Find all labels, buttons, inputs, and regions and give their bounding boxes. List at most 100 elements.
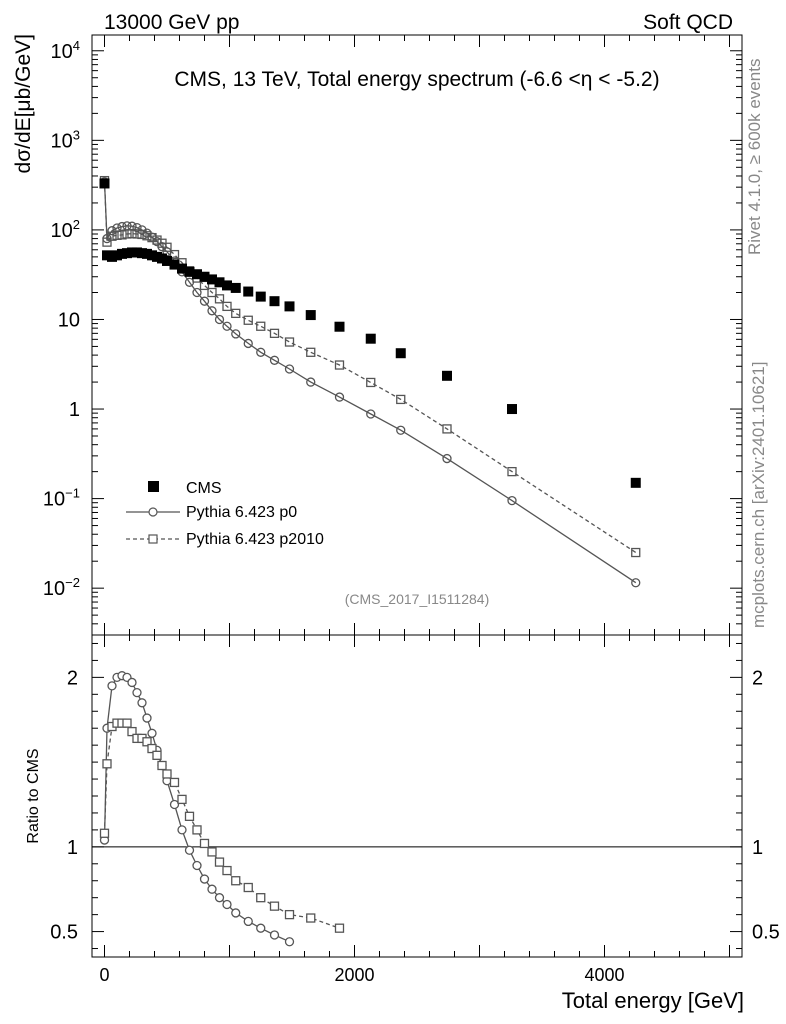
legend-marker-p0 bbox=[148, 507, 158, 517]
p0-point bbox=[334, 392, 345, 402]
plot-title: CMS, 13 TeV, Total energy spectrum (-6.6… bbox=[174, 68, 659, 91]
cms-point bbox=[184, 266, 195, 277]
ratio-p0-point bbox=[214, 893, 225, 903]
ratio-p0-point bbox=[127, 677, 137, 688]
cms-point bbox=[395, 348, 406, 359]
p2010-point bbox=[222, 301, 232, 312]
ratio-p2010-point bbox=[207, 847, 217, 857]
p2010-point bbox=[117, 230, 127, 240]
y-tick-label: 102 bbox=[51, 217, 80, 242]
p2010-point bbox=[147, 232, 157, 243]
ratio-p0-point bbox=[284, 937, 295, 947]
p0-point bbox=[192, 287, 202, 298]
series-markers bbox=[99, 175, 641, 588]
p2010-line bbox=[103, 180, 637, 554]
p2010-point bbox=[152, 235, 162, 245]
ratio-p0-point bbox=[207, 884, 217, 894]
cms-point bbox=[222, 280, 232, 291]
ratio-p0-point bbox=[269, 930, 280, 940]
p2010-point bbox=[366, 377, 376, 388]
axis-ticks bbox=[92, 35, 742, 957]
ratio-p0-point bbox=[243, 916, 253, 927]
p2010-point bbox=[207, 287, 217, 298]
y-tick-label: 10−2 bbox=[43, 575, 80, 600]
analysis-watermark: (CMS_2017_I1511284) bbox=[345, 591, 490, 607]
y-tick-label: 103 bbox=[51, 127, 80, 152]
cms-point bbox=[255, 291, 266, 302]
p2010-point bbox=[231, 308, 241, 319]
p2010-point bbox=[142, 231, 152, 241]
ratio-series bbox=[99, 671, 345, 947]
p2010-point bbox=[214, 294, 225, 304]
p2010-point bbox=[284, 337, 295, 347]
ratio-p2010-point bbox=[192, 825, 202, 835]
ratio-p0-point bbox=[231, 908, 241, 918]
ratio-p2010-point bbox=[306, 913, 316, 923]
rivet-label: Rivet 4.1.0, ≥ 600k events bbox=[745, 59, 764, 255]
ratio-p2010-point bbox=[127, 726, 137, 737]
ratio-p2010-point bbox=[284, 909, 295, 920]
ratio-p2010-point bbox=[102, 759, 112, 769]
legend-label-p0: Pythia 6.423 p0 bbox=[186, 504, 297, 521]
cms-point bbox=[442, 370, 452, 381]
p2010-point bbox=[631, 547, 641, 558]
ratio-p0-point bbox=[199, 874, 210, 884]
p0-point bbox=[269, 355, 280, 365]
header-left: 13000 GeV pp bbox=[104, 11, 239, 34]
series-lines bbox=[103, 180, 637, 584]
ratio-p0-point bbox=[256, 923, 266, 933]
p2010-point bbox=[442, 424, 452, 434]
p2010-point bbox=[137, 229, 147, 240]
cms-point bbox=[214, 277, 225, 288]
ratio-p2010-point bbox=[231, 876, 241, 886]
legend-label-cms: CMS bbox=[186, 480, 222, 497]
ratio-p2010-point bbox=[256, 893, 266, 903]
p0-point bbox=[284, 364, 295, 374]
ratio-p0-point bbox=[147, 728, 157, 738]
legend-label-p2010: Pythia 6.423 p2010 bbox=[186, 531, 324, 548]
p2010-point bbox=[132, 229, 142, 239]
ratio-p2010-point bbox=[199, 838, 210, 849]
p0-point bbox=[396, 425, 406, 435]
p2010-point bbox=[269, 328, 280, 338]
p0-point bbox=[366, 409, 376, 419]
cms-point bbox=[162, 255, 172, 266]
ratio-p0-point bbox=[192, 860, 202, 871]
ratio-p2010-point bbox=[122, 718, 132, 728]
ratio-p2010-point bbox=[222, 865, 232, 876]
ratio-p2010-point bbox=[243, 882, 253, 893]
ratio-y-tick-label-right: 2 bbox=[752, 667, 763, 689]
cms-point bbox=[284, 301, 295, 312]
cms-point bbox=[269, 296, 280, 307]
ratio-p0-point bbox=[177, 825, 187, 835]
ratio-p0-point bbox=[222, 899, 232, 910]
legend: CMS Pythia 6.423 p0 Pythia 6.423 p2010 bbox=[126, 480, 324, 548]
ratio-p2010-point bbox=[214, 857, 225, 867]
p0-point bbox=[507, 495, 517, 506]
x-tick-label: 4000 bbox=[584, 965, 624, 985]
ratio-p0-point bbox=[132, 687, 142, 698]
ratio-p2010-point bbox=[152, 750, 162, 760]
mcplots-label: mcplots.cern.ch [arXiv:2401.10621] bbox=[749, 362, 768, 628]
p0-point bbox=[112, 223, 122, 233]
p0-line bbox=[103, 181, 637, 584]
cms-point bbox=[334, 321, 345, 332]
ratio-p2010-point bbox=[99, 828, 110, 838]
p2010-point bbox=[306, 347, 316, 357]
ratio-p0-point bbox=[184, 845, 195, 855]
ratio-p2010-point bbox=[184, 811, 195, 821]
y-tick-label: 1 bbox=[69, 399, 80, 421]
p2010-point bbox=[112, 230, 122, 240]
ratio-p2010-point bbox=[162, 769, 172, 779]
ratio-p2010-point bbox=[142, 737, 152, 747]
cms-point bbox=[305, 310, 316, 321]
ratio-y-axis-label: Ratio to CMS bbox=[25, 748, 42, 843]
ratio-p2010-point bbox=[269, 901, 280, 911]
ratio-p2010-point bbox=[169, 777, 180, 788]
p2010-point bbox=[169, 249, 180, 260]
p2010-point bbox=[102, 237, 112, 247]
legend-marker-p2010 bbox=[148, 534, 158, 544]
p2010-point bbox=[243, 315, 253, 325]
p0-point bbox=[442, 453, 452, 464]
